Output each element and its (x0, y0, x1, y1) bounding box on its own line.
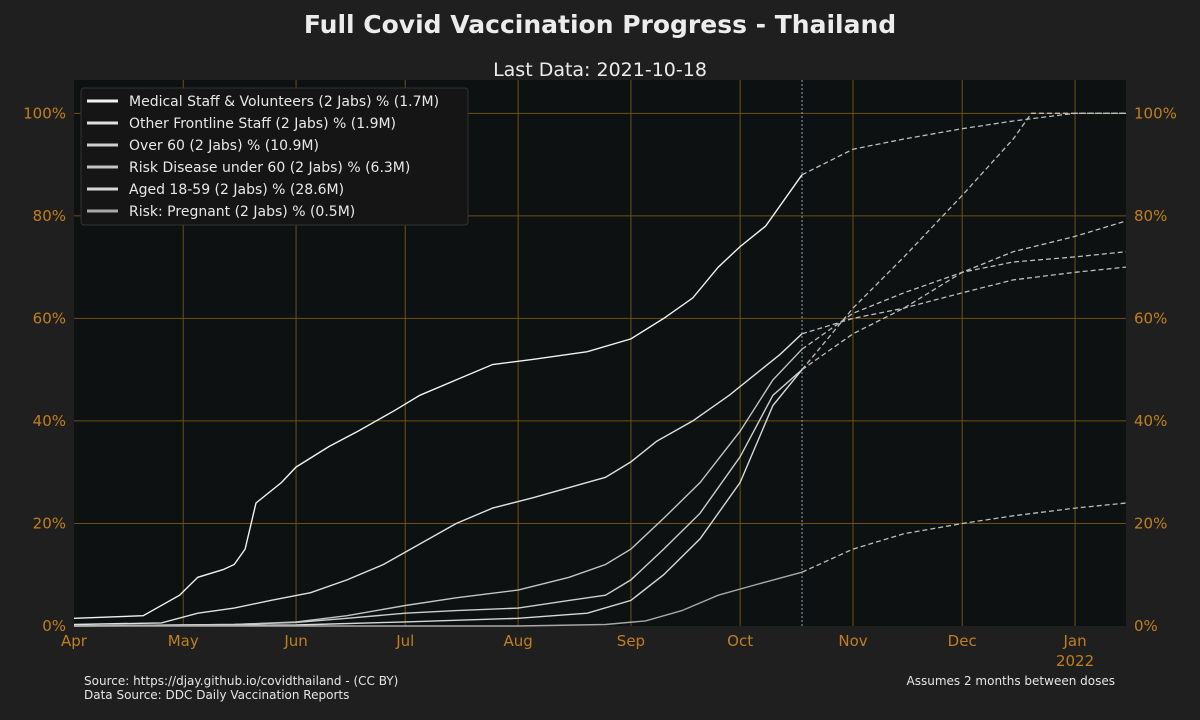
series-line (73, 369, 803, 627)
footer-source: Source: https://djay.github.io/covidthai… (84, 674, 398, 688)
y-tick-label-left: 60% (33, 309, 66, 327)
footer-assumption: Assumes 2 months between doses (907, 674, 1115, 688)
chart-subtitle: Last Data: 2021-10-18 (493, 59, 707, 81)
legend: Medical Staff & Volunteers (2 Jabs) % (1… (80, 87, 469, 226)
y-tick-label-left: 80% (33, 207, 66, 225)
y-tick-label-right: 80% (1134, 207, 1167, 225)
x-tick-label: Dec (948, 632, 977, 650)
x-tick-label: Jun (283, 632, 307, 650)
series-line (73, 174, 803, 619)
y-tick-label-right: 100% (1134, 104, 1177, 122)
series-projection-line (801, 502, 1127, 573)
x-tick-label: Jan (1062, 632, 1086, 650)
series-projection-line (801, 266, 1127, 335)
x-tick-label: Sep (617, 632, 645, 650)
x-tick-label: Apr (61, 632, 88, 650)
legend-label: Risk: Pregnant (2 Jabs) % (0.5M) (129, 204, 355, 220)
x-tick-label: Oct (727, 632, 753, 650)
y-tick-label-right: 60% (1134, 309, 1167, 327)
series-line (73, 369, 803, 627)
chart-title: Full Covid Vaccination Progress - Thaila… (304, 10, 896, 39)
series-lines (73, 112, 1127, 627)
legend-label: Medical Staff & Volunteers (2 Jabs) % (1… (129, 94, 439, 110)
y-tick-label-right: 40% (1134, 412, 1167, 430)
series-line (74, 571, 803, 627)
axis-ticks: 0% 0% 20% 20% 40% 40% 60% 60% 80% 80% 100% 100% Apr M… (23, 104, 1177, 670)
y-tick-label-left: 40% (33, 412, 66, 430)
x-tick-label: Aug (503, 632, 532, 650)
y-tick-label-right: 20% (1134, 514, 1167, 532)
y-tick-label-left: 20% (33, 514, 66, 532)
legend-box (80, 87, 469, 226)
series-line (73, 333, 803, 626)
y-tick-label-left: 100% (23, 104, 66, 122)
x-tick-label: Jul (395, 632, 414, 650)
y-tick-label-left: 0% (42, 617, 66, 635)
legend-label: Other Frontline Staff (2 Jabs) % (1.9M) (129, 116, 396, 132)
legend-label: Risk Disease under 60 (2 Jabs) % (6.3M) (129, 160, 410, 176)
y-tick-label-right: 0% (1134, 617, 1158, 635)
series-line (73, 348, 803, 627)
x-tick-label: May (168, 632, 199, 650)
series-projection-line (801, 112, 1126, 371)
x-tick-label: Nov (838, 632, 867, 650)
legend-label: Aged 18-59 (2 Jabs) % (28.6M) (129, 182, 344, 198)
legend-label: Over 60 (2 Jabs) % (10.9M) (129, 138, 319, 154)
x-tick-year-label: 2022 (1056, 652, 1094, 670)
footer-data-source: Data Source: DDC Daily Vaccination Repor… (84, 688, 349, 702)
series-projection-line (801, 251, 1127, 350)
